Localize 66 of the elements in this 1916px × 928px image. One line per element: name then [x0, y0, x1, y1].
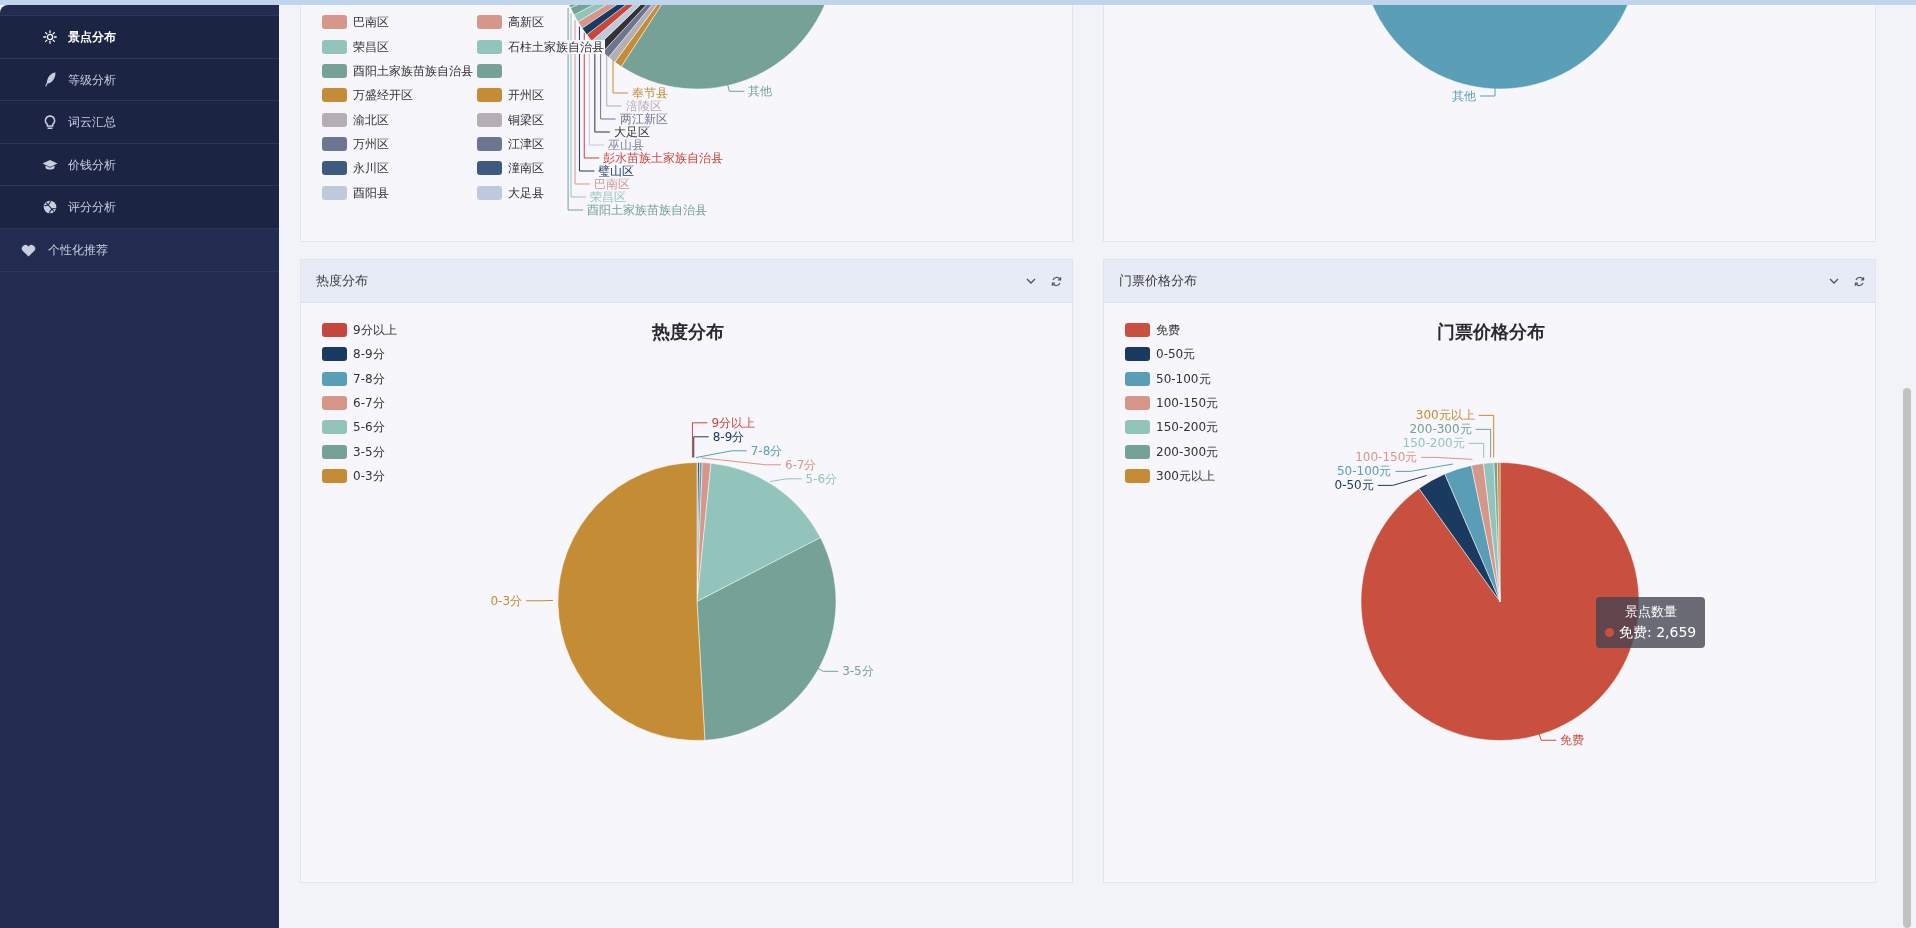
legend-label: 渝北区	[352, 112, 390, 127]
slice-label: 100-150元	[1355, 450, 1418, 465]
slice-label: 50-100元	[1336, 464, 1392, 479]
slice-label: 其他	[1452, 89, 1476, 103]
legend-label: 9分以上	[352, 323, 398, 337]
legend-label: 300元以上	[1155, 468, 1216, 483]
legend-label: 酉阳土家族苗族自治县	[352, 64, 474, 78]
legend-label: 50-100元	[1155, 371, 1212, 386]
slice-label: 8-9分	[712, 429, 745, 444]
legend-label: 0-50元	[1155, 347, 1197, 362]
text: 评分分析	[68, 199, 116, 217]
slice-label: 大足区	[613, 125, 650, 139]
legend-label: 150-200元	[1155, 420, 1220, 435]
legend-label: 6-7分	[352, 395, 386, 410]
slice-label: 巫山县	[608, 138, 645, 152]
slice-label: 两江新区	[619, 112, 668, 126]
legend-label: 7-8分	[352, 371, 386, 386]
legend-label: 铜梁区	[507, 112, 545, 127]
chart-title: 门票价格分布	[1436, 321, 1545, 342]
legend-label: 石柱土家族自治县	[507, 39, 605, 54]
chart-title: 热度分布	[651, 321, 724, 342]
slice-label: 5-6分	[805, 471, 838, 486]
legend-label: 开州区	[507, 88, 545, 103]
legend-label: 3-5分	[352, 444, 386, 459]
legend-label: 5-6分	[352, 420, 386, 435]
slice-label: 200-300元	[1409, 422, 1472, 437]
legend-label: 永川区	[352, 161, 390, 176]
slice-label: 酉阳土家族苗族自治县	[587, 203, 708, 217]
text: 价钱分析	[68, 156, 116, 174]
legend-label: 万州区	[352, 136, 390, 151]
slice-label: 荣昌区	[589, 190, 626, 204]
text: 个性化推荐	[48, 242, 108, 259]
legend-label: 大足县	[507, 185, 545, 200]
slice-label: 3-5分	[842, 664, 874, 679]
slice-label: 奉节县	[632, 86, 669, 100]
legend-label: 8-9分	[352, 347, 386, 362]
slice-label: 彭水苗族土家族自治县	[603, 151, 724, 165]
slice-label: 0-3分	[490, 593, 523, 608]
text: 景点分布	[68, 29, 116, 46]
slice-label: 其他	[748, 84, 773, 99]
slice-label: 0-50元	[1334, 478, 1374, 493]
text: 门票价格分布	[1119, 273, 1197, 289]
legend-label: 免费	[1155, 323, 1181, 337]
slice-label: 7-8分	[750, 443, 783, 458]
slice-label: 150-200元	[1402, 436, 1465, 451]
slice-label: 免费	[1560, 733, 1585, 748]
legend-label: 高新区	[507, 15, 545, 30]
text: 词云汇总	[68, 114, 116, 132]
slice-label: 300元以上	[1415, 408, 1475, 423]
legend-label: 万盛经开区	[352, 88, 414, 103]
slice-label: 6-7分	[784, 457, 817, 472]
legend-label: 100-150元	[1155, 395, 1220, 410]
legend-label: 酉阳县	[352, 185, 390, 200]
text: 热度分布	[316, 273, 368, 289]
legend-label: 江津区	[507, 136, 545, 151]
legend-label: 荣昌区	[352, 39, 390, 54]
slice-label: 璧山区	[598, 164, 635, 178]
slice-label: 涪陵区	[625, 99, 662, 113]
slice-label: 9分以上	[711, 415, 756, 430]
legend-label: 200-300元	[1155, 444, 1220, 459]
legend-label: 0-3分	[352, 468, 386, 483]
text: 等级分析	[68, 71, 116, 89]
slice-label: 巴南区	[594, 177, 631, 191]
legend-label: 潼南区	[507, 161, 545, 176]
legend-label: 巴南区	[352, 15, 390, 30]
tooltip: 景点数量 免费: 2,659	[1596, 597, 1706, 648]
